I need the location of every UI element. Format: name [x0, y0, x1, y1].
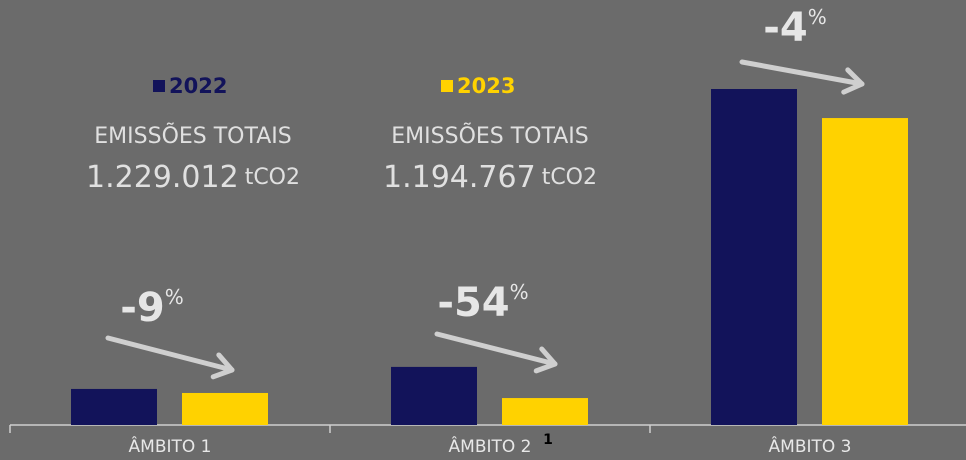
- x-tick-label: ÂMBITO 2: [449, 435, 532, 457]
- legend-label: 2023: [457, 74, 515, 98]
- arrow-shaft: [105, 335, 235, 373]
- bar: [71, 388, 157, 425]
- change-value: -4: [763, 5, 807, 51]
- arrow-shaft: [434, 331, 558, 367]
- total-unit: tCO2: [245, 165, 300, 190]
- legend-label: 2022: [169, 74, 227, 98]
- arrow-shaft: [739, 59, 865, 87]
- total-label: EMISSÕES TOTAIS: [391, 122, 588, 149]
- total-value: 1.194.767 tCO2: [383, 160, 597, 195]
- total-label: EMISSÕES TOTAIS: [94, 122, 291, 149]
- change-value: -54: [437, 280, 509, 326]
- change-label: -4%: [763, 5, 826, 52]
- change-value: -9: [120, 285, 164, 331]
- total-unit: tCO2: [542, 165, 597, 190]
- arrow-head: [210, 352, 235, 380]
- total-value: 1.229.012 tCO2: [86, 160, 300, 195]
- legend-swatch: [441, 80, 453, 92]
- arrow-head: [533, 346, 558, 374]
- bar: [711, 89, 797, 425]
- change-label: -54%: [437, 280, 528, 327]
- change-unit: %: [510, 280, 529, 304]
- bar: [502, 398, 588, 425]
- x-tick-label: ÂMBITO 3: [769, 435, 852, 457]
- change-unit: %: [165, 285, 184, 309]
- footnote-marker: 1: [543, 432, 553, 448]
- bar: [391, 366, 477, 425]
- arrow-head: [841, 67, 865, 95]
- total-number: 1.194.767: [383, 160, 536, 195]
- x-tick-label: ÂMBITO 1: [129, 435, 212, 457]
- change-unit: %: [808, 5, 827, 29]
- total-number: 1.229.012: [86, 160, 239, 195]
- bar: [822, 118, 908, 426]
- change-label: -9%: [120, 285, 183, 332]
- bar: [182, 392, 268, 425]
- legend-swatch: [153, 80, 165, 92]
